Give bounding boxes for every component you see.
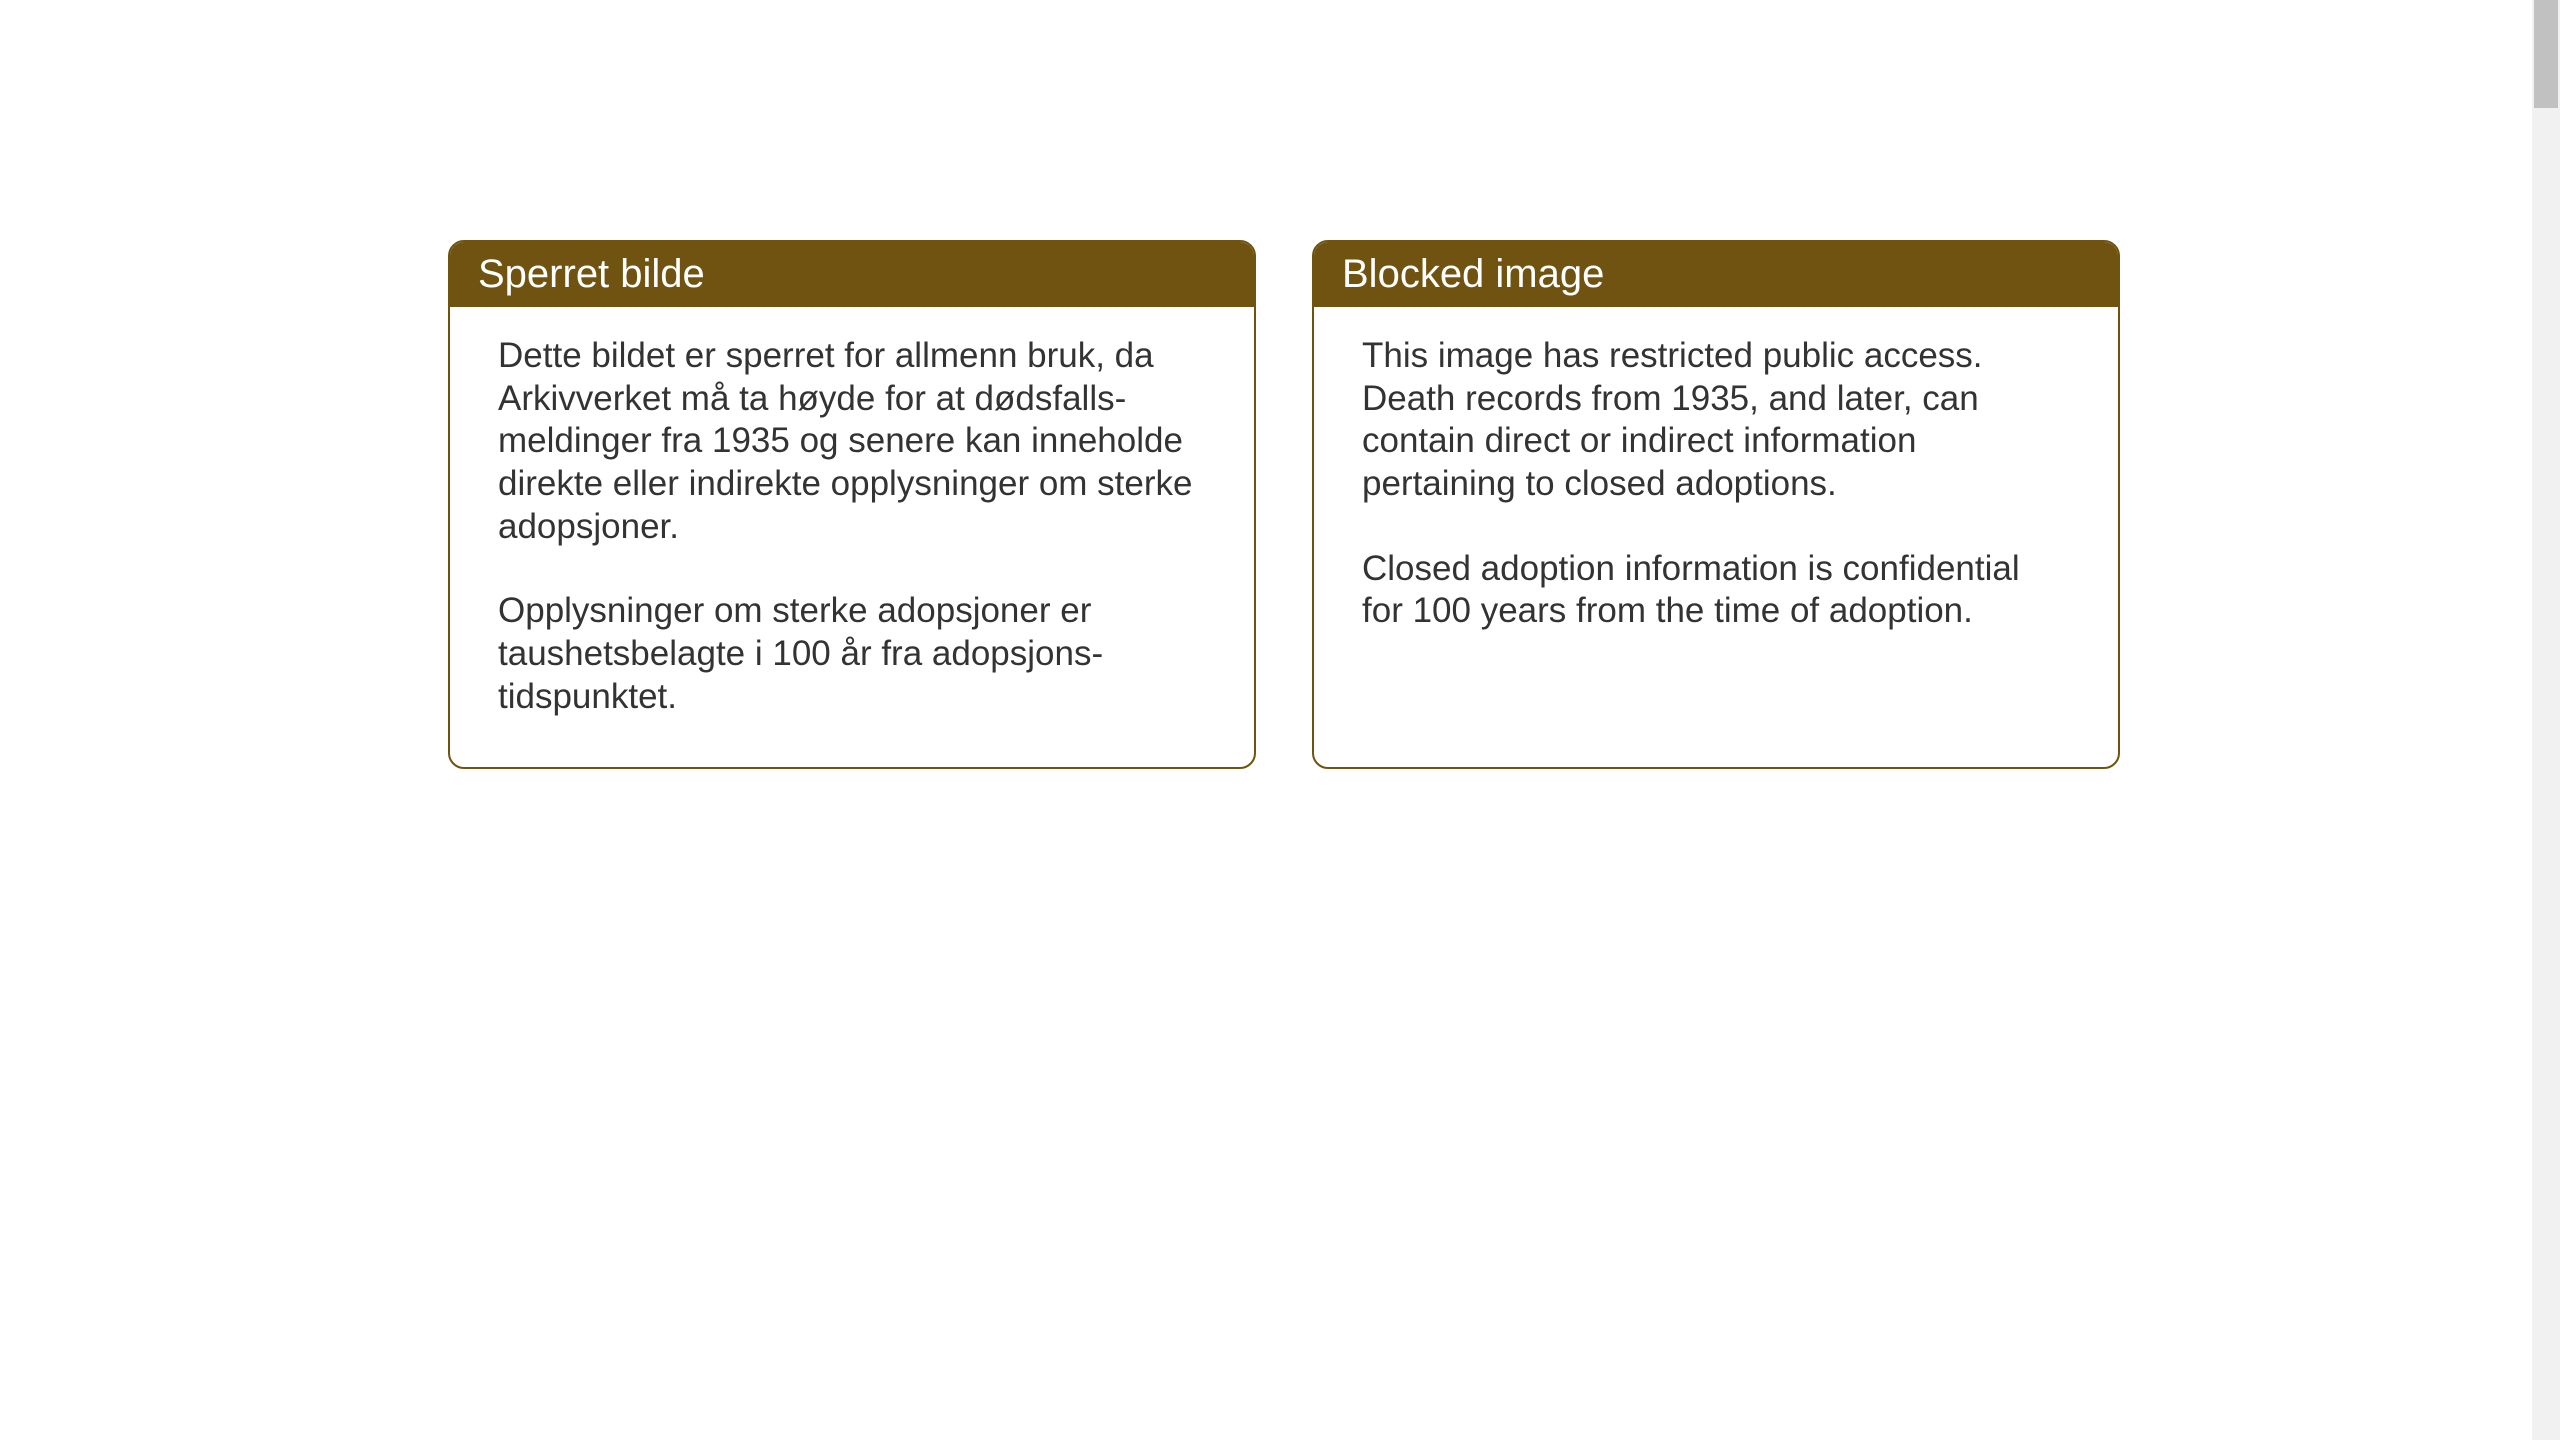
- card-norwegian: Sperret bilde Dette bildet er sperret fo…: [448, 240, 1256, 769]
- scrollbar-thumb[interactable]: [2534, 0, 2558, 108]
- card-paragraph: Dette bildet er sperret for allmenn bruk…: [498, 335, 1206, 548]
- scrollbar-track[interactable]: [2532, 0, 2560, 1440]
- card-paragraph: Opplysninger om sterke adopsjoner er tau…: [498, 590, 1206, 718]
- card-header-norwegian: Sperret bilde: [450, 242, 1254, 307]
- card-body-norwegian: Dette bildet er sperret for allmenn bruk…: [450, 307, 1254, 767]
- card-title: Sperret bilde: [478, 252, 705, 296]
- card-body-english: This image has restricted public access.…: [1314, 307, 2118, 681]
- card-paragraph: Closed adoption information is confident…: [1362, 548, 2070, 633]
- card-paragraph: This image has restricted public access.…: [1362, 335, 2070, 506]
- cards-container: Sperret bilde Dette bildet er sperret fo…: [448, 240, 2560, 769]
- card-english: Blocked image This image has restricted …: [1312, 240, 2120, 769]
- card-title: Blocked image: [1342, 252, 1604, 296]
- card-header-english: Blocked image: [1314, 242, 2118, 307]
